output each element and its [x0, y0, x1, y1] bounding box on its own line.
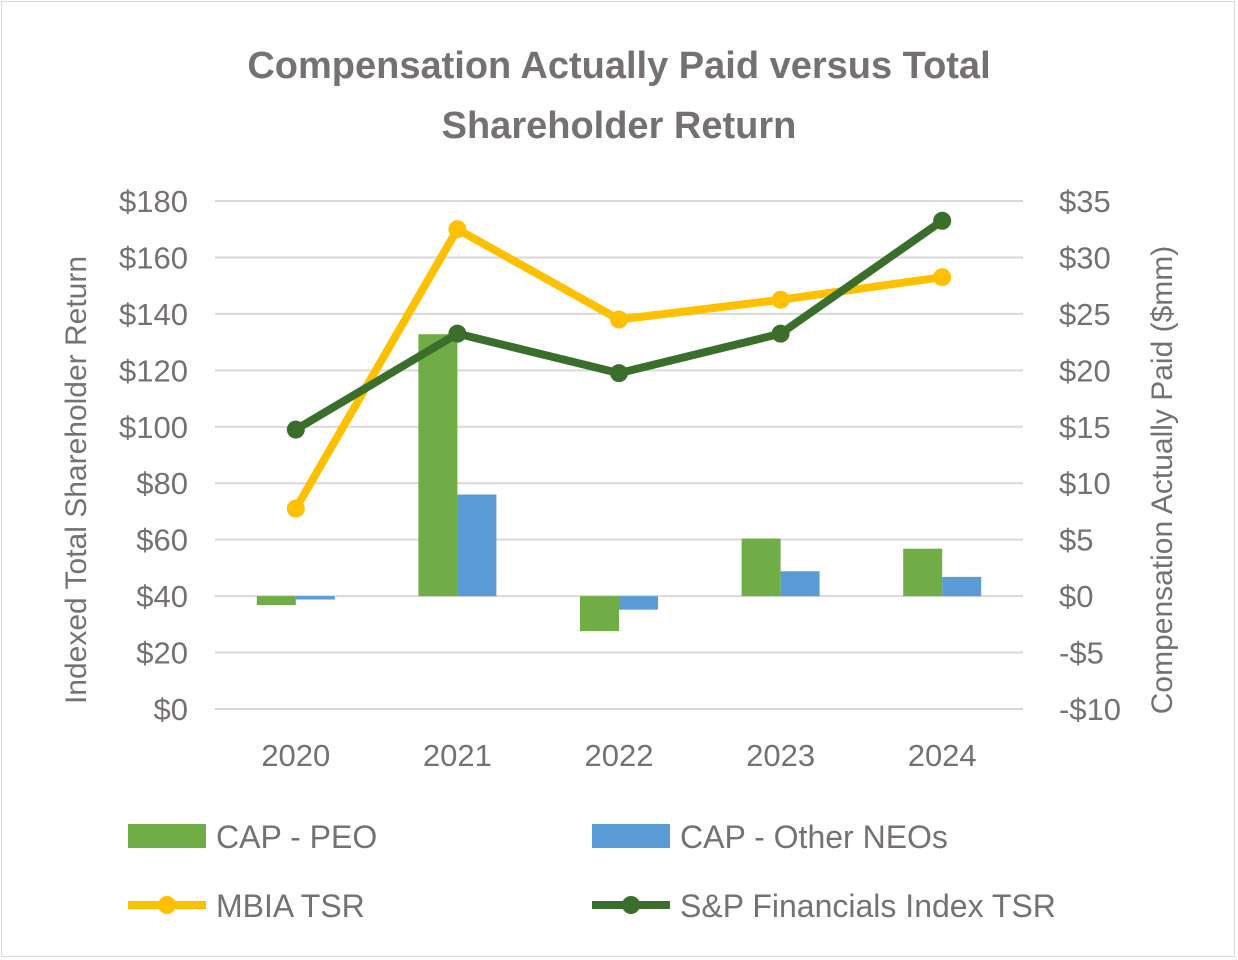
right-tick-label: -$10: [1059, 692, 1121, 727]
right-axis-ticks: -$10 -$5 $0 $5 $10 $15 $20 $25 $30 $35: [1059, 184, 1121, 727]
right-tick-label: $0: [1059, 579, 1093, 614]
right-tick-label: -$5: [1059, 636, 1104, 671]
left-axis-title: Indexed Total Shareholder Return: [60, 256, 93, 704]
x-tick-label: 2023: [746, 738, 815, 773]
x-axis-ticks: 2020 2021 2022 2023 2024: [261, 738, 976, 773]
cap-other-neos-legend-label: CAP - Other NEOs: [680, 819, 948, 855]
right-tick-label: $15: [1059, 410, 1111, 445]
right-tick-label: $30: [1059, 240, 1111, 275]
left-tick-label: $80: [136, 466, 188, 501]
cap-peo-bar: [256, 596, 296, 606]
chart-title: Compensation Actually Paid versus Total …: [247, 45, 990, 147]
sandp-financials-index-tsr-point: [286, 420, 305, 439]
cap-other-neos-bar: [457, 494, 497, 597]
mbia-tsr-point: [610, 310, 628, 329]
left-tick-label: $140: [119, 297, 188, 332]
left-tick-label: $160: [119, 240, 188, 275]
mbia-tsr-point: [771, 290, 790, 309]
cap-other-neos-bar: [295, 596, 335, 600]
right-tick-label: $10: [1059, 466, 1111, 501]
cap-other-neos-bar: [619, 596, 658, 610]
mbia-tsr-point: [933, 268, 952, 287]
sandp-financials-index-tsr-legend-label: S&P Financials Index TSR: [680, 888, 1056, 924]
mbia-tsr-legend-marker: [158, 896, 176, 914]
left-tick-label: $180: [119, 184, 188, 219]
sandp-financials-index-tsr-point: [610, 364, 628, 383]
chart-title-line-2: Shareholder Return: [442, 105, 797, 147]
mbia-tsr-point: [448, 220, 467, 239]
sandp-financials-index-tsr-point: [448, 324, 467, 343]
sandp-financials-index-tsr-point: [933, 211, 952, 230]
cap-peo-bar: [580, 596, 619, 632]
cap-peo-legend-label: CAP - PEO: [216, 819, 377, 855]
chart-title-line-1: Compensation Actually Paid versus Total: [247, 45, 990, 87]
right-tick-label: $35: [1059, 184, 1111, 219]
cap-peo-legend-swatch: [128, 824, 206, 848]
cap-other-neos-bar: [780, 571, 820, 597]
left-tick-label: $0: [154, 692, 188, 727]
right-axis-title: Compensation Actually Paid ($mm): [1146, 246, 1179, 715]
left-tick-label: $20: [136, 636, 188, 671]
x-tick-label: 2024: [908, 738, 977, 773]
right-tick-label: $25: [1059, 297, 1111, 332]
right-tick-label: $5: [1059, 523, 1093, 558]
cap-peo-bar: [418, 334, 458, 597]
cap-peo-bar: [741, 538, 781, 597]
left-tick-label: $40: [136, 579, 188, 614]
left-axis-ticks: $0 $20 $40 $60 $80 $100 $120 $140 $160 $180: [119, 184, 188, 727]
sandp-financials-index-tsr-point: [771, 324, 790, 343]
right-tick-label: $20: [1059, 353, 1111, 388]
x-tick-label: 2022: [585, 738, 654, 773]
bar-series: [256, 334, 982, 632]
left-tick-label: $100: [119, 410, 188, 445]
mbia-tsr-point: [286, 499, 305, 518]
cap-other-neos-legend-swatch: [592, 824, 670, 848]
mbia-tsr-legend-label: MBIA TSR: [216, 888, 365, 924]
sandp-financials-index-tsr-legend-marker: [622, 896, 640, 914]
x-tick-label: 2021: [423, 738, 492, 773]
x-tick-label: 2020: [261, 738, 330, 773]
legend: CAP - PEO CAP - Other NEOs MBIA TSR S&P Fin…: [128, 819, 1056, 924]
gridlines: [215, 200, 1023, 710]
cap-other-neos-bar: [942, 576, 982, 597]
left-tick-label: $60: [136, 523, 188, 558]
line-series: [286, 211, 952, 518]
left-tick-label: $120: [119, 353, 188, 388]
cap-peo-bar: [903, 548, 943, 597]
